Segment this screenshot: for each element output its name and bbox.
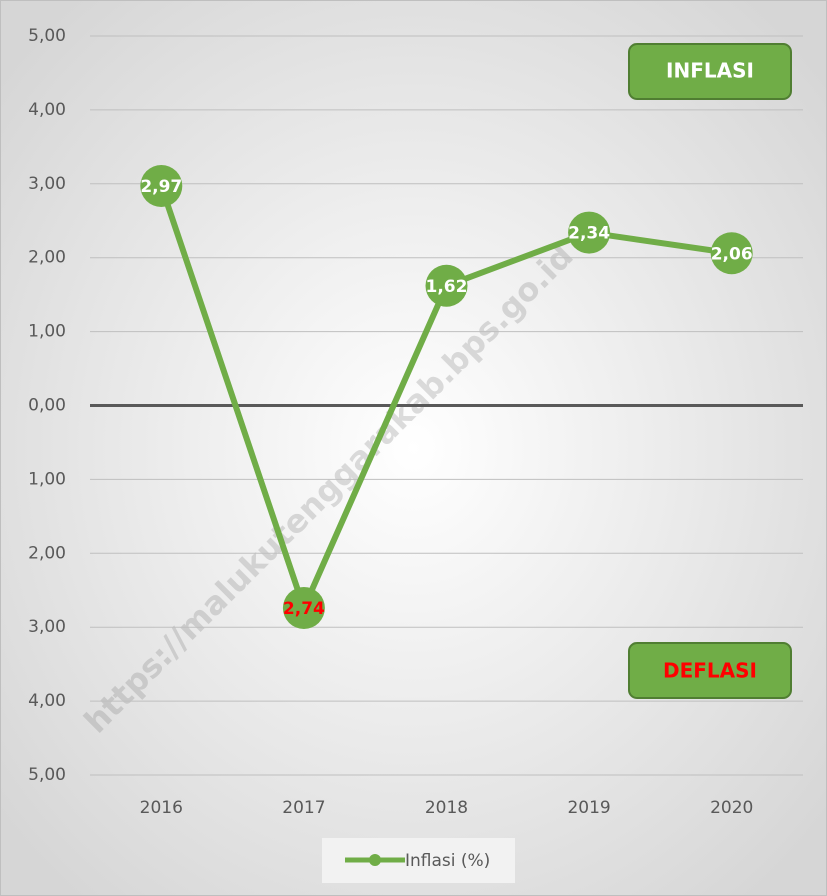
data-label: 2,97 bbox=[140, 177, 182, 197]
x-tick-label: 2019 bbox=[567, 798, 610, 818]
y-tick-label: 4,00 bbox=[28, 100, 66, 120]
x-tick-label: 2018 bbox=[425, 798, 468, 818]
deflasi-box: DEFLASI bbox=[628, 642, 792, 699]
y-tick-label: 3,00 bbox=[28, 617, 66, 637]
data-label: 2,06 bbox=[711, 244, 753, 264]
y-tick-label: 4,00 bbox=[28, 691, 66, 711]
legend-marker bbox=[369, 854, 381, 866]
y-tick-label: 0,00 bbox=[28, 396, 66, 416]
x-tick-label: 2017 bbox=[282, 798, 325, 818]
marker bbox=[425, 264, 468, 307]
y-tick-label: 5,00 bbox=[28, 765, 66, 785]
data-label: 1,62 bbox=[426, 277, 468, 297]
annotation: INFLASI bbox=[666, 59, 754, 83]
data-label: 2,34 bbox=[568, 224, 610, 244]
y-tick-label: 2,00 bbox=[28, 248, 66, 268]
y-tick-label: 1,00 bbox=[28, 322, 66, 342]
y-tick-label: 1,00 bbox=[28, 469, 66, 489]
annotation: DEFLASI bbox=[663, 659, 757, 683]
annotation-box bbox=[628, 642, 792, 699]
annotation-box bbox=[628, 43, 792, 100]
y-tick-label: 5,00 bbox=[28, 26, 66, 46]
inflasi-box: INFLASI bbox=[628, 43, 792, 100]
legend-label: Inflasi (%) bbox=[405, 851, 490, 871]
x-tick-label: 2016 bbox=[140, 798, 183, 818]
x-tick-label: 2020 bbox=[710, 798, 753, 818]
y-tick-label: 2,00 bbox=[28, 543, 66, 563]
marker bbox=[568, 211, 611, 254]
marker bbox=[282, 586, 325, 629]
marker bbox=[710, 232, 753, 275]
data-label: 2,74 bbox=[283, 599, 325, 619]
y-tick-label: 3,00 bbox=[28, 174, 66, 194]
marker bbox=[140, 165, 183, 208]
